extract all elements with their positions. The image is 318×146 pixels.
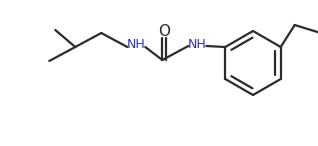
Text: NH: NH (127, 39, 146, 52)
Text: O: O (158, 24, 170, 39)
Text: NH: NH (188, 38, 207, 51)
